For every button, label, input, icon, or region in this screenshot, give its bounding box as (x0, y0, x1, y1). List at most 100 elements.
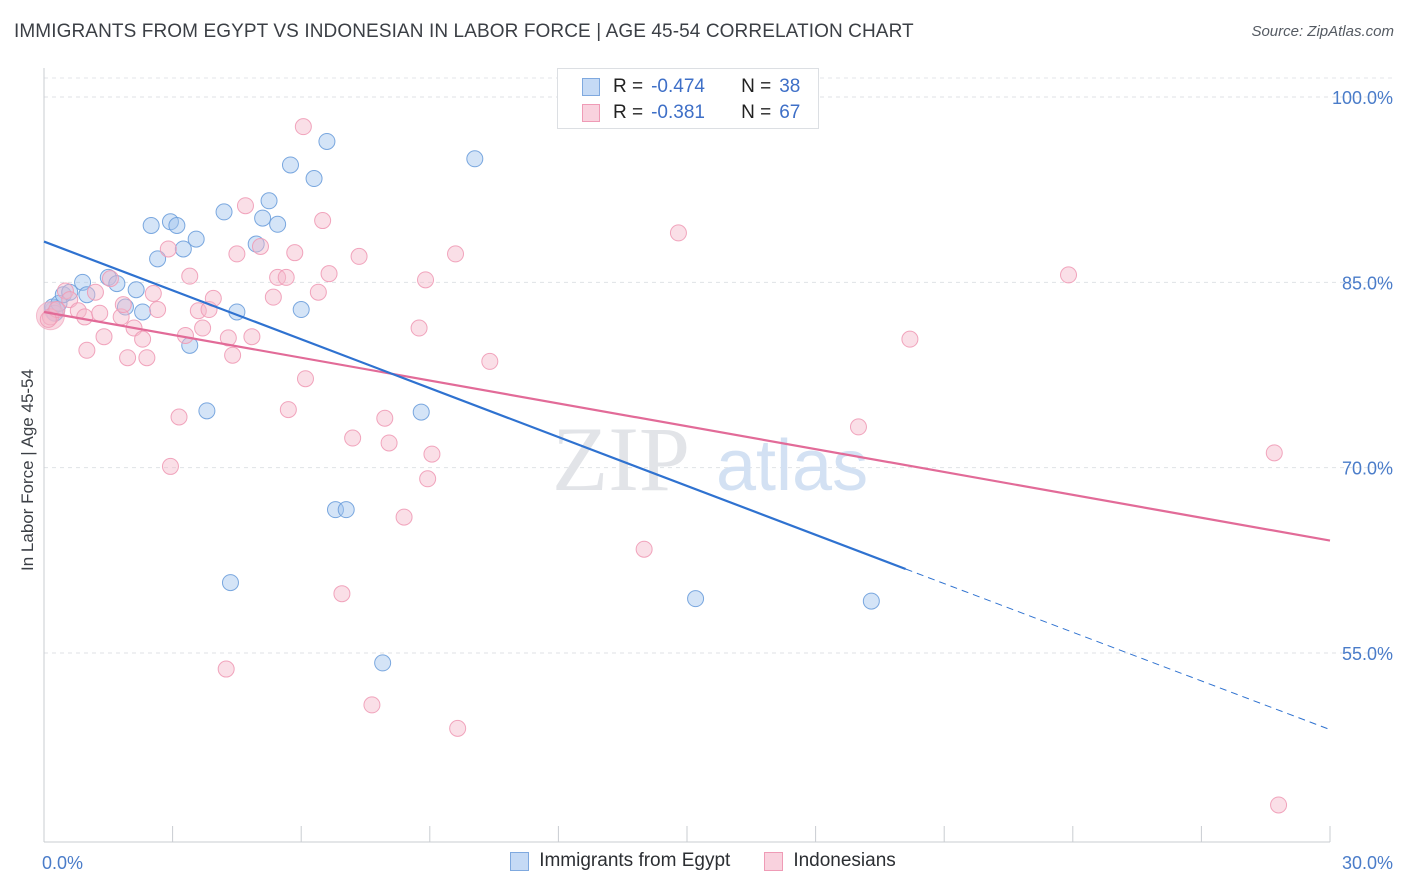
egypt-r-label: R = (613, 76, 644, 97)
legend-indonesian-label: Indonesians (793, 850, 896, 871)
chart-title: IMMIGRANTS FROM EGYPT VS INDONESIAN IN L… (14, 21, 914, 42)
x-tick-label: 0.0% (42, 853, 83, 873)
indonesian-point (481, 352, 499, 370)
indonesian-point (1270, 796, 1288, 814)
indonesian-point (159, 240, 177, 258)
indonesian-point (86, 283, 104, 301)
egypt-point (174, 240, 192, 258)
indonesian-point (320, 265, 338, 283)
indonesian-point (194, 319, 212, 337)
egypt-r-value: -0.474 (651, 76, 705, 97)
egypt-point (221, 574, 239, 592)
egypt-point (260, 192, 278, 210)
indonesian-point (95, 328, 113, 346)
indonesian-point (219, 329, 237, 347)
legend-egypt-swatch (510, 851, 530, 871)
egypt-point (687, 590, 705, 608)
egypt-point (292, 301, 310, 319)
indonesian-point (243, 328, 261, 346)
egypt-point (127, 281, 145, 299)
watermark-atlas: atlas (716, 426, 868, 506)
indonesian-point (447, 245, 465, 263)
indonesian-point (449, 719, 467, 737)
indonesian-point (849, 418, 867, 436)
indonesian-point (314, 212, 332, 230)
indonesian-r-label: R = (613, 102, 644, 123)
indonesian-point (269, 268, 287, 286)
stats-box: R = -0.474 N = 38 R = -0.381 N = 67 (557, 68, 819, 129)
egypt-point (254, 209, 272, 227)
indonesian-point (419, 470, 437, 488)
indonesian-point (286, 244, 304, 262)
indonesian-point (181, 267, 199, 285)
indonesian-point (76, 308, 94, 326)
indonesian-point (134, 330, 152, 348)
indonesian-point (39, 310, 57, 328)
indonesian-point (277, 268, 295, 286)
indonesian-points (35, 118, 1288, 814)
egypt-point (116, 298, 134, 316)
egypt-point (374, 654, 392, 672)
indonesian-point (296, 370, 314, 388)
indonesian-point (344, 429, 362, 447)
egypt-point (142, 216, 160, 234)
egypt-point (466, 150, 484, 168)
y-tick-labels: 55.0% 70.0% 85.0% 100.0% (1332, 88, 1393, 664)
indonesian-point (101, 270, 119, 288)
indonesian-point (144, 284, 162, 302)
egypt-point (305, 170, 323, 188)
trend-lines (43, 240, 1331, 731)
indonesian-point (309, 283, 327, 301)
egypt-point (215, 203, 233, 221)
indonesian-point (350, 247, 368, 265)
egypt-swatch (582, 78, 600, 96)
indonesian-point (138, 349, 156, 367)
x-tick-label: 30.0% (1342, 853, 1393, 873)
legend-indonesian-swatch (764, 851, 784, 871)
indonesian-point (417, 271, 435, 289)
indonesian-point (217, 660, 235, 678)
indonesian-point (114, 296, 132, 314)
indonesian-point (669, 224, 687, 242)
legend-item-indonesian[interactable]: Indonesians (764, 850, 896, 872)
indonesian-point (423, 445, 441, 463)
y-tick-label: 70.0% (1342, 459, 1393, 479)
indonesian-point (294, 118, 312, 136)
y-tick-label: 85.0% (1342, 273, 1393, 293)
indonesian-swatch (582, 104, 600, 122)
indonesian-point (395, 508, 413, 526)
egypt-point (337, 501, 355, 519)
indonesian-r-value: -0.381 (651, 102, 705, 123)
indonesian-point (189, 302, 207, 320)
indonesian-n-label: N = (741, 102, 772, 123)
y-axis-label: In Labor Force | Age 45-54 (18, 369, 37, 571)
egypt-n-label: N = (741, 76, 772, 97)
indonesian-trend-line (43, 310, 1331, 542)
indonesian-point (251, 238, 269, 256)
egypt-point (281, 156, 299, 174)
egypt-point (412, 403, 430, 421)
egypt-trend-line (43, 240, 907, 571)
indonesian-point (901, 330, 919, 348)
indonesian-point (363, 696, 381, 714)
stats-row-indonesian: R = -0.381 N = 67 (582, 101, 800, 125)
egypt-point (149, 250, 167, 268)
indonesian-point (376, 409, 394, 427)
legend-egypt-label: Immigrants from Egypt (539, 850, 731, 871)
stats-row-egypt: R = -0.474 N = 38 (582, 75, 800, 99)
indonesian-point (149, 301, 167, 319)
legend: Immigrants from Egypt Indonesians (0, 850, 1406, 872)
y-tick-label: 55.0% (1342, 644, 1393, 664)
indonesian-point (410, 319, 428, 337)
indonesian-point (78, 341, 96, 359)
grid (44, 77, 1395, 654)
y-tick-label: 100.0% (1332, 88, 1393, 108)
indonesian-point (380, 434, 398, 452)
indonesian-point (170, 408, 188, 426)
indonesian-point (333, 585, 351, 603)
x-tick-labels: 0.0% 30.0% (42, 853, 1393, 873)
indonesian-n-value: 67 (779, 102, 801, 123)
axes (43, 68, 1331, 843)
egypt-trend-extension (905, 568, 1331, 731)
legend-item-egypt[interactable]: Immigrants from Egypt (510, 850, 730, 872)
